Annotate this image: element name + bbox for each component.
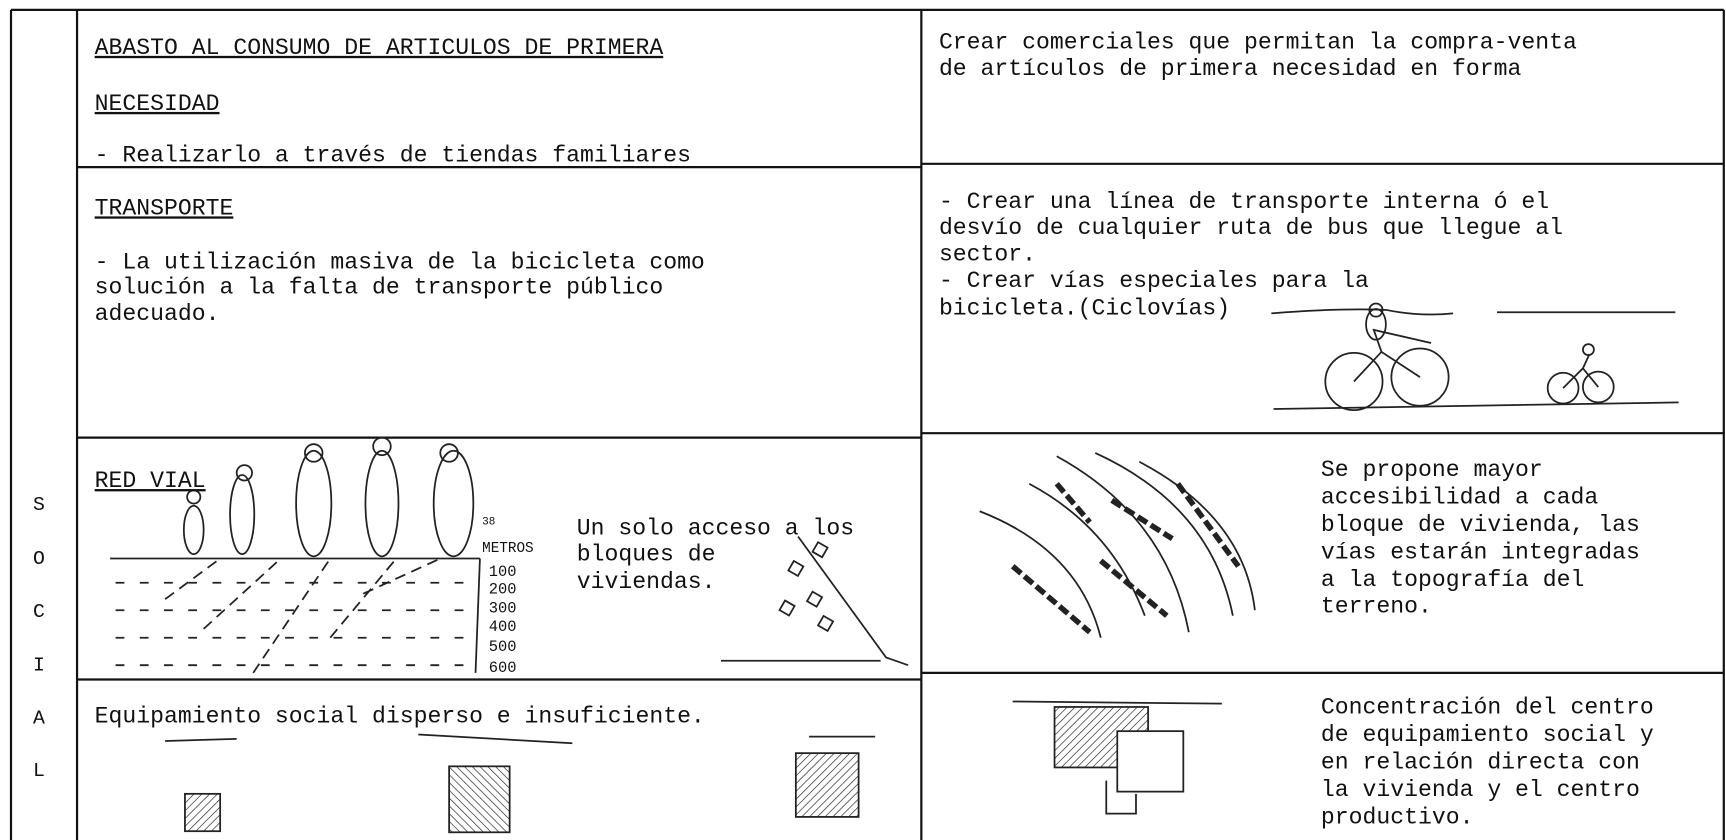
proposal-text: desvío de cualquier ruta de bus que lleg…: [939, 215, 1563, 241]
access-sketch: [721, 536, 909, 667]
scale-label: 500: [489, 638, 517, 656]
text-layer: S O C I A L ABASTO AL CONSUMO DE ARTICULOS DE …: [33, 29, 1654, 830]
scale-unit: METROS: [482, 541, 534, 557]
problem-text: adecuado.: [95, 301, 220, 327]
sidebar-letter: O: [33, 548, 45, 570]
problem-text: - Realizarlo a través de tiendas familia…: [95, 143, 691, 169]
problem-text: solución a la falta de transporte públic…: [95, 275, 664, 301]
sidebar-letter: I: [33, 655, 45, 677]
proposal-text: terreno.: [1321, 593, 1432, 619]
proposal-text: de equipamiento social y: [1321, 722, 1654, 748]
problem-text: - La utilización masiva de la bicicleta …: [95, 249, 705, 275]
section-title: ABASTO AL CONSUMO DE ARTICULOS DE PRIMER…: [95, 35, 664, 61]
problem-text: viviendas.: [577, 569, 716, 595]
problem-text: Un solo acceso a los: [577, 515, 854, 541]
table-grid: [9, 8, 1725, 840]
scale-label: 300: [489, 599, 517, 617]
problem-text: Equipamiento social disperso e insuficie…: [95, 703, 705, 729]
proposal-text: a la topografía del: [1321, 567, 1584, 593]
section-title: RED VIAL: [95, 468, 206, 494]
proposal-text: de artículos de primera necesidad en for…: [939, 56, 1522, 82]
section-title: NECESIDAD: [95, 91, 220, 117]
sidebar-letter: L: [33, 760, 45, 782]
sidebar-letter: S: [33, 494, 45, 516]
section-title: TRANSPORTE: [95, 195, 234, 221]
scale-label: 400: [489, 618, 517, 636]
proposal-text: productivo.: [1321, 805, 1474, 831]
sidebar-letter: A: [33, 707, 45, 729]
equipment-sketch: [165, 700, 1222, 834]
scale-label: 100: [489, 563, 517, 581]
proposal-text: - Crear vías especiales para la: [939, 268, 1369, 294]
proposal-text: en relación directa con: [1321, 750, 1640, 776]
scale-label: 600: [489, 659, 517, 677]
proposal-text: Concentración del centro: [1321, 695, 1654, 721]
proposal-text: Crear comerciales que permitan la compra…: [939, 29, 1577, 55]
proposal-text: la vivienda y el centro: [1321, 777, 1640, 803]
proposal-text: bloque de vivienda, las: [1321, 512, 1640, 538]
proposal-text: - Crear una línea de transporte interna …: [939, 189, 1549, 215]
sidebar-letter: C: [33, 601, 45, 623]
road-network-sketch: [979, 452, 1256, 638]
proposal-text: bicicleta.(Ciclovías): [939, 295, 1230, 321]
scale-label: 200: [489, 581, 517, 599]
proposal-text: vías estarán integradas: [1321, 540, 1640, 566]
proposal-text: accesibilidad a cada: [1321, 485, 1598, 511]
people-sketch: [110, 436, 481, 674]
scale-label: 38: [482, 516, 495, 528]
proposal-text: Se propone mayor: [1321, 457, 1543, 483]
bicycle-sketch: [1271, 302, 1679, 411]
proposal-text: sector.: [939, 242, 1036, 268]
problem-text: bloques de: [577, 542, 716, 568]
